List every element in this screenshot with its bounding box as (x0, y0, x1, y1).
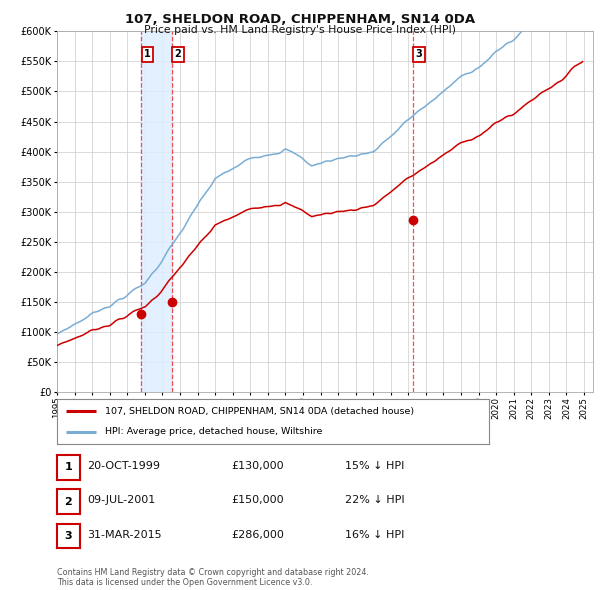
Text: 107, SHELDON ROAD, CHIPPENHAM, SN14 0DA: 107, SHELDON ROAD, CHIPPENHAM, SN14 0DA (125, 13, 475, 26)
Text: 22% ↓ HPI: 22% ↓ HPI (345, 496, 404, 506)
Text: This data is licensed under the Open Government Licence v3.0.: This data is licensed under the Open Gov… (57, 578, 313, 587)
Text: £130,000: £130,000 (231, 461, 284, 471)
Text: 20-OCT-1999: 20-OCT-1999 (87, 461, 160, 471)
Text: Price paid vs. HM Land Registry's House Price Index (HPI): Price paid vs. HM Land Registry's House … (144, 25, 456, 35)
Text: 1: 1 (65, 463, 72, 473)
Text: £150,000: £150,000 (231, 496, 284, 506)
Text: 3: 3 (65, 531, 72, 541)
Text: 3: 3 (415, 50, 422, 60)
Bar (142, 31, 172, 392)
Text: £286,000: £286,000 (231, 530, 284, 540)
Text: 2: 2 (175, 50, 181, 60)
Text: 09-JUL-2001: 09-JUL-2001 (87, 496, 155, 506)
Text: 31-MAR-2015: 31-MAR-2015 (87, 530, 161, 540)
Text: 16% ↓ HPI: 16% ↓ HPI (345, 530, 404, 540)
Text: 1: 1 (144, 50, 151, 60)
Text: 107, SHELDON ROAD, CHIPPENHAM, SN14 0DA (detached house): 107, SHELDON ROAD, CHIPPENHAM, SN14 0DA … (104, 407, 413, 416)
Text: 15% ↓ HPI: 15% ↓ HPI (345, 461, 404, 471)
Text: HPI: Average price, detached house, Wiltshire: HPI: Average price, detached house, Wilt… (104, 427, 322, 436)
Text: Contains HM Land Registry data © Crown copyright and database right 2024.: Contains HM Land Registry data © Crown c… (57, 568, 369, 577)
Text: 2: 2 (65, 497, 72, 507)
